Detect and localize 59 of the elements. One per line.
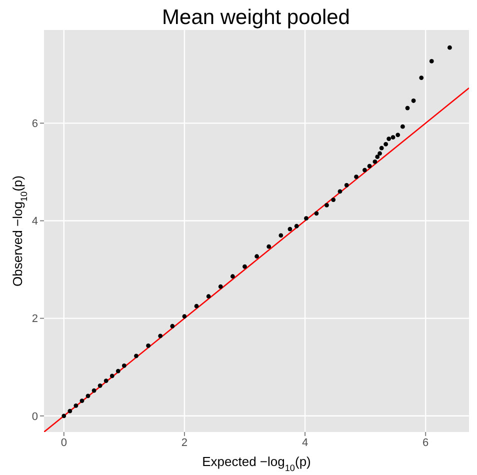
x-tick-label: 0 [60,436,67,449]
point [379,146,384,150]
point [396,132,400,138]
point [80,398,84,403]
y-tick-label: 4 [32,216,38,228]
x-tick-label: 4 [302,436,308,449]
point [158,334,163,338]
point [62,414,66,418]
point [92,388,96,393]
point [400,124,405,129]
point [288,226,292,232]
point [367,164,372,168]
point [278,233,284,238]
x-axis-title: Expected −log$_{10}$(p) [202,454,311,473]
point [146,343,150,348]
x-tick-label: 6 [422,436,429,449]
point [344,182,349,188]
point [230,274,235,279]
point [405,106,410,110]
point [375,154,380,160]
point [354,174,358,180]
point [294,224,299,228]
point [68,408,72,414]
point [266,244,272,249]
point [448,45,452,50]
point [378,151,382,156]
point [182,314,187,319]
point [419,76,424,80]
point [110,374,114,378]
point [324,202,329,208]
y-tick-label: 0 [32,410,38,423]
point [254,254,259,259]
point [331,198,336,202]
point [429,59,434,64]
chart-title: Mean weight pooled [162,6,350,29]
point [338,189,342,194]
point [170,324,175,328]
point [386,136,392,141]
point [86,394,90,398]
point [74,403,78,408]
point [104,378,108,383]
point [242,264,247,269]
y-tick-label: 6 [32,118,38,130]
point [98,383,102,388]
point [411,98,416,103]
point [362,168,367,172]
point [122,363,126,368]
point [304,216,308,221]
point [134,354,138,358]
point [206,294,211,299]
point [390,135,396,140]
x-tick-label: 2 [181,436,188,449]
point [116,368,120,374]
point [218,284,223,289]
point [372,160,378,164]
y-tick-label: 2 [32,313,38,326]
point [194,304,199,308]
point [314,211,319,216]
point [384,142,388,146]
